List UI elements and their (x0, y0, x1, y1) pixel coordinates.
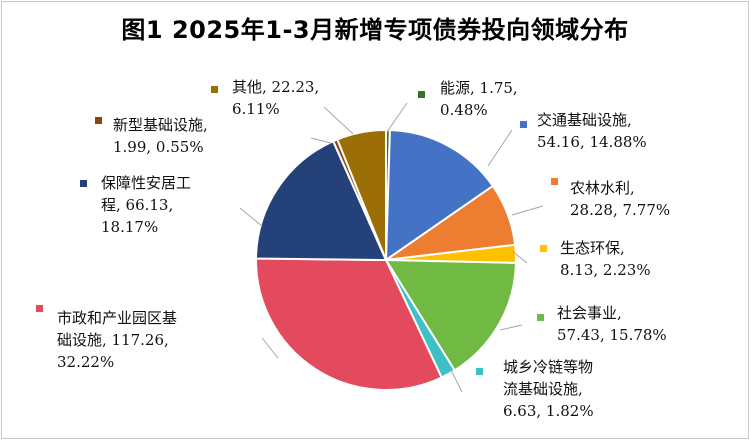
leader-line (386, 102, 408, 133)
legend-marker (418, 91, 425, 98)
slice-label-line: 流基础设施, (503, 380, 583, 398)
slice-label-line: 57.43, 15.78% (557, 326, 667, 344)
slice-label-line: 程, 66.13, (101, 196, 173, 214)
slice-label-line: 保障性安居工 (101, 174, 191, 192)
leader-line (261, 337, 279, 359)
slice-label: 社会事业, 57.43, 15.78% (557, 304, 667, 344)
leader-line (511, 205, 544, 216)
legend-marker (80, 180, 87, 187)
leader-line (450, 369, 463, 393)
slice-label-line: 28.28, 7.77% (570, 201, 670, 219)
legend-marker (211, 86, 218, 93)
pie-slice (255, 257, 443, 391)
slice-label-line: 8.13, 2.23% (560, 261, 651, 279)
leader-line (310, 137, 332, 144)
slice-label-line: 农林水利, (570, 179, 635, 197)
pie-slice (254, 139, 388, 262)
slice-label-line: 交通基础设施, (537, 111, 632, 129)
slice-label: 城乡冷链等物流基础设施, 6.63, 1.82% (503, 358, 594, 420)
pie-slice (384, 258, 517, 372)
legend-marker (95, 117, 102, 124)
leader-line (239, 207, 263, 227)
slice-label: 农林水利, 28.28, 7.77% (570, 179, 670, 219)
slice-label: 能源, 1.75, 0.48% (440, 79, 518, 119)
slice-label-line: 市政和产业园区基 (57, 309, 177, 327)
legend-marker (520, 121, 527, 128)
slice-label-line: 54.16, 14.88% (537, 133, 647, 151)
slice-label-line: 其他, 22.23, (232, 78, 319, 96)
slice-label: 市政和产业园区基础设施, 117.26, 32.22% (57, 309, 177, 371)
slice-label-line: 6.63, 1.82% (503, 402, 594, 420)
leader-line (487, 129, 513, 167)
legend-marker (540, 245, 547, 252)
leader-line (499, 324, 523, 331)
legend-marker (36, 305, 43, 312)
slice-label-line: 生态环保, (560, 239, 625, 257)
pie-slice (336, 128, 387, 261)
legend-marker (551, 178, 558, 185)
slice-label-line: 础设施, 117.26, (57, 331, 169, 349)
slice-label: 生态环保, 8.13, 2.23% (560, 239, 651, 279)
slice-label-line: 新型基础设施, (113, 116, 208, 134)
slice-label-line: 0.48% (440, 101, 488, 119)
leader-line (323, 106, 354, 135)
slice-label: 其他, 22.23, 6.11% (232, 78, 319, 118)
pie-slice (384, 129, 495, 262)
chart-title: 图1 2025年1-3月新增专项债券投向领域分布 (121, 16, 629, 44)
leader-line (511, 250, 528, 264)
slice-label: 保障性安居工程, 66.13, 18.17% (101, 174, 191, 236)
slice-label-line: 社会事业, (557, 304, 622, 322)
slice-label: 新型基础设施, 1.99, 0.55% (113, 116, 208, 156)
slice-label-line: 18.17% (101, 218, 158, 236)
slice-label: 交通基础设施, 54.16, 14.88% (537, 111, 647, 151)
legend-marker (537, 314, 544, 321)
legend-marker (476, 368, 483, 375)
slice-label-line: 32.22% (57, 353, 114, 371)
slice-label-line: 6.11% (232, 100, 280, 118)
slice-label-line: 能源, 1.75, (440, 79, 518, 97)
slice-label-line: 城乡冷链等物 (503, 358, 593, 376)
slice-label-line: 1.99, 0.55% (113, 138, 204, 156)
